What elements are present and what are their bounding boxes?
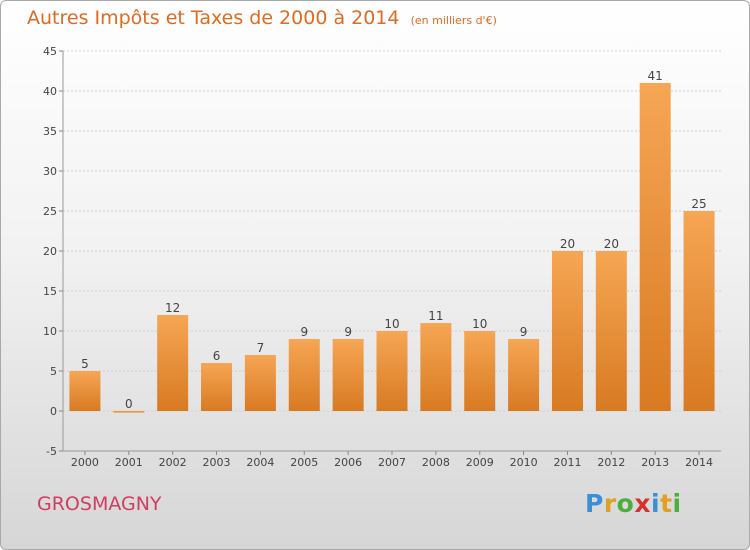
logo-letter: P [585,489,604,518]
x-tick-label: 2011 [553,456,581,469]
y-tick-label: 0 [50,405,57,418]
bar [244,355,276,411]
logo-letter: x [634,489,651,518]
bar [508,339,540,411]
x-tick-label: 2007 [378,456,406,469]
data-label: 20 [560,237,575,251]
bar [639,83,671,411]
logo-letter: i [651,489,661,518]
y-tick-label: 40 [43,85,57,98]
data-label: 0 [125,397,133,411]
x-tick-label: 2005 [290,456,318,469]
data-label: 6 [213,349,221,363]
x-tick-label: 2004 [246,456,274,469]
y-tick-label: 30 [43,165,57,178]
x-tick-label: 2012 [597,456,625,469]
data-label: 9 [520,325,528,339]
x-tick-label: 2000 [71,456,99,469]
chart-title: Autres Impôts et Taxes de 2000 à 2014 [27,7,400,29]
y-tick-label: 45 [43,45,57,58]
logo-letter: r [603,489,617,518]
y-tick-label: 15 [43,285,57,298]
x-tick-label: 2010 [510,456,538,469]
x-tick-label: 2009 [466,456,494,469]
data-label: 20 [604,237,619,251]
bar [551,251,583,411]
data-label: 5 [81,357,89,371]
bar [683,211,715,411]
data-label: 41 [648,69,663,83]
y-tick-label: 5 [50,365,57,378]
bar [157,315,189,411]
data-label: 7 [257,341,265,355]
y-tick-label: 25 [43,205,57,218]
bar [288,339,320,411]
bar [464,331,496,411]
bar [595,251,627,411]
bar [376,331,408,411]
bar [69,371,101,411]
data-label: 9 [300,325,308,339]
data-label: 10 [472,317,487,331]
x-tick-label: 2013 [641,456,669,469]
x-tick-label: 2001 [115,456,143,469]
y-tick-label: 10 [43,325,57,338]
bar [420,323,452,411]
proxiti-logo: Proxiti [585,489,682,518]
title-row: Autres Impôts et Taxes de 2000 à 2014 (e… [27,7,497,29]
bar [201,363,233,411]
chart-subtitle: (en milliers d'€) [410,14,497,27]
x-tick-label: 2008 [422,456,450,469]
logo-letter: t [660,489,673,518]
data-label: 9 [344,325,352,339]
x-tick-label: 2003 [203,456,231,469]
data-label: 25 [691,197,706,211]
x-tick-label: 2014 [685,456,713,469]
bar [332,339,364,411]
y-tick-label: -5 [46,445,57,458]
x-tick-label: 2002 [159,456,187,469]
town-name: GROSMAGNY [37,493,162,515]
logo-letter: o [616,489,635,518]
logo-letter: i [672,489,682,518]
data-label: 10 [384,317,399,331]
y-tick-label: 35 [43,125,57,138]
data-label: 12 [165,301,180,315]
bar [113,411,145,413]
x-tick-label: 2006 [334,456,362,469]
y-tick-label: 20 [43,245,57,258]
data-label: 11 [428,309,443,323]
